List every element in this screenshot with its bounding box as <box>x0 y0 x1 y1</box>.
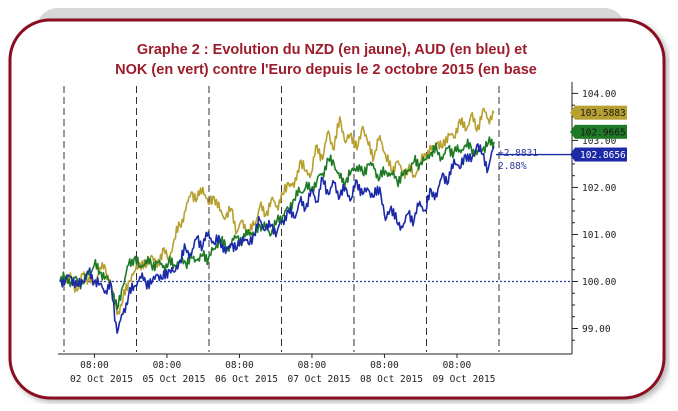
last-value-tag-pointer <box>570 105 575 120</box>
last-value-tag-label: 102.9665 <box>580 127 626 138</box>
last-value-tags: 103.5883 102.9665 102.8656 <box>496 105 627 162</box>
y-tick-label: 103.00 <box>582 136 617 147</box>
chart-frame: Graphe 2 : Evolution du NZD (en jaune), … <box>6 6 670 404</box>
chart: Graphe 2 : Evolution du NZD (en jaune), … <box>8 8 666 400</box>
series-line-0 <box>59 107 495 316</box>
last-value-tag-pointer <box>570 124 575 139</box>
x-date-label: 05 Oct 2015 <box>143 374 206 385</box>
x-axis-labels: 08:00 02 Oct 2015 08:00 05 Oct 2015 08:00 06 … <box>70 354 495 385</box>
change-percent-annotation: 2.88% <box>498 161 527 172</box>
change-annotation: +2.8831 <box>498 148 538 159</box>
last-value-tag-bg <box>575 105 627 120</box>
x-date-label: 02 Oct 2015 <box>70 374 133 385</box>
last-value-tag-pointer <box>570 147 575 162</box>
y-tick-label: 101.00 <box>582 230 617 241</box>
series-line-1 <box>59 143 495 335</box>
chart-border <box>8 18 666 400</box>
y-tick-label: 104.00 <box>582 89 617 100</box>
x-time-label: 08:00 <box>225 360 254 371</box>
series-group <box>59 107 495 335</box>
x-time-label: 08:00 <box>370 360 399 371</box>
y-tick-label: 99.00 <box>582 324 611 335</box>
series-line-2 <box>59 136 495 311</box>
y-axis-ticks: 104.00 103.00 102.00 101.00 100.00 99.00 <box>572 89 617 341</box>
x-time-label: 08:00 <box>443 360 472 371</box>
last-value-tag-bg <box>575 147 627 162</box>
x-date-label: 08 Oct 2015 <box>360 374 423 385</box>
chart-title-line-2: NOK (en vert) contre l'Euro depuis le 2 … <box>115 62 537 78</box>
last-value-tag-label: 103.5883 <box>580 108 626 119</box>
last-value-tag-label: 102.8656 <box>580 150 626 161</box>
x-time-label: 08:00 <box>153 360 182 371</box>
x-date-label: 09 Oct 2015 <box>433 374 496 385</box>
x-time-label: 08:00 <box>80 360 109 371</box>
x-date-label: 06 Oct 2015 <box>215 374 278 385</box>
y-tick-label: 102.00 <box>582 183 617 194</box>
last-value-tag-bg <box>575 124 627 139</box>
x-date-label: 07 Oct 2015 <box>288 374 351 385</box>
chart-title-line-1: Graphe 2 : Evolution du NZD (en jaune), … <box>137 42 527 58</box>
x-time-label: 08:00 <box>298 360 327 371</box>
y-tick-label: 100.00 <box>582 277 617 288</box>
